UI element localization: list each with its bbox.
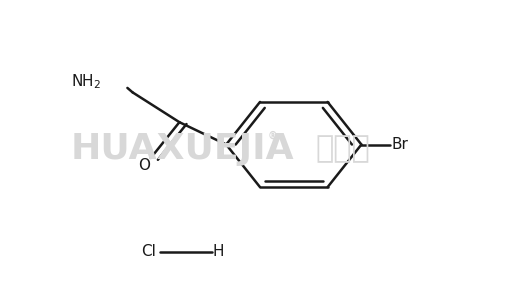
Text: NH$_2$: NH$_2$ [71, 73, 101, 91]
Text: 化学加: 化学加 [316, 134, 371, 164]
Text: H: H [213, 244, 224, 259]
Text: O: O [138, 158, 151, 173]
Text: Br: Br [391, 137, 408, 152]
Text: Cl: Cl [141, 244, 155, 259]
Text: HUAXUEJIA: HUAXUEJIA [70, 132, 294, 166]
Text: ®: ® [268, 131, 278, 141]
